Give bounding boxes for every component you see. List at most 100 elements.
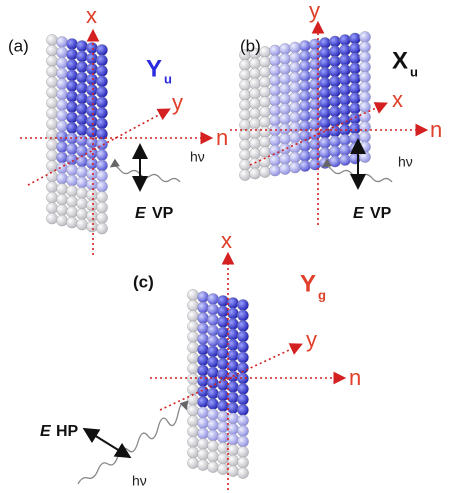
molecule-slabs: [46, 31, 370, 478]
atom: [249, 98, 260, 109]
atom: [269, 95, 280, 106]
atom: [359, 151, 370, 162]
atom: [319, 137, 330, 148]
atom: [46, 108, 57, 119]
atom: [187, 373, 198, 384]
atom: [349, 83, 360, 94]
atom: [197, 438, 208, 449]
atom: [249, 68, 260, 79]
axis-label: n: [216, 125, 228, 150]
axis-label: y: [306, 327, 317, 352]
atom: [76, 145, 87, 156]
atom: [237, 425, 248, 436]
atom: [46, 45, 57, 56]
atom: [259, 46, 270, 57]
atom: [56, 68, 67, 79]
atom: [239, 79, 250, 90]
atom: [237, 457, 248, 468]
atom: [187, 310, 198, 321]
atom: [197, 417, 208, 428]
atom: [56, 89, 67, 100]
atom: [217, 348, 228, 359]
atom: [56, 173, 67, 184]
atom: [227, 339, 238, 350]
atom: [96, 44, 107, 55]
atom: [197, 375, 208, 386]
atom: [86, 74, 97, 85]
atom: [259, 166, 270, 177]
axis-label: x: [86, 3, 97, 28]
atom: [227, 297, 238, 308]
atom: [96, 107, 107, 118]
atom: [279, 53, 290, 64]
atom: [359, 131, 370, 142]
symmetry: X: [392, 47, 408, 74]
atom: [329, 66, 340, 77]
atom: [289, 72, 300, 83]
atom: [46, 87, 57, 98]
atom: [46, 171, 57, 182]
atom: [187, 352, 198, 363]
atom: [319, 67, 330, 78]
atom: [76, 103, 87, 114]
atom: [197, 291, 208, 302]
atom: [319, 107, 330, 118]
atom: [349, 103, 360, 114]
atom: [339, 54, 350, 65]
atom: [96, 65, 107, 76]
atom: [339, 94, 350, 105]
atom: [269, 45, 280, 56]
atom: [96, 170, 107, 181]
atom: [86, 116, 97, 127]
atom: [76, 187, 87, 198]
atom: [66, 122, 77, 133]
atom: [187, 447, 198, 458]
photon-label: hν: [190, 149, 205, 165]
atom: [207, 335, 218, 346]
atom: [56, 183, 67, 194]
atom: [56, 99, 67, 110]
atom: [187, 394, 198, 405]
atom: [76, 40, 87, 51]
atom: [339, 64, 350, 75]
atom: [339, 134, 350, 145]
atom: [227, 360, 238, 371]
atom: [329, 76, 340, 87]
atom: [349, 53, 360, 64]
atom: [96, 139, 107, 150]
atom: [96, 76, 107, 87]
atom: [227, 329, 238, 340]
atom: [309, 159, 320, 170]
atom: [289, 62, 300, 73]
symmetry: Y: [300, 270, 316, 297]
atom: [217, 327, 228, 338]
atom: [207, 304, 218, 315]
atom: [259, 76, 270, 87]
atom: [269, 85, 280, 96]
atom: [56, 162, 67, 173]
atom: [249, 108, 260, 119]
symmetry-subscript: g: [318, 287, 326, 302]
atom: [46, 150, 57, 161]
atom: [319, 147, 330, 158]
atom: [227, 381, 238, 392]
atom: [239, 99, 250, 110]
atom: [197, 449, 208, 460]
field-label: E: [353, 205, 365, 222]
atom: [237, 394, 248, 405]
atom: [329, 106, 340, 117]
symmetry: Y: [146, 55, 162, 82]
atom: [339, 74, 350, 85]
atom: [207, 346, 218, 357]
atom: [359, 51, 370, 62]
atom: [227, 423, 238, 434]
atom: [299, 80, 310, 91]
atom: [46, 55, 57, 66]
atom: [207, 451, 218, 462]
atom: [96, 118, 107, 129]
atom: [359, 121, 370, 132]
atom: [269, 155, 280, 166]
atom: [279, 83, 290, 94]
axis-label: n: [349, 365, 361, 390]
atom: [66, 217, 77, 228]
